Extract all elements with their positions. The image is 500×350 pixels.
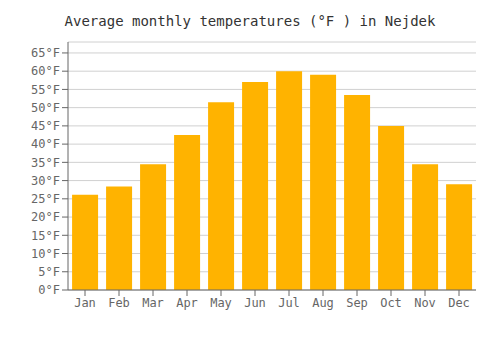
svg-text:30°F: 30°F bbox=[31, 174, 60, 188]
svg-text:Jan: Jan bbox=[74, 296, 96, 310]
svg-text:Nov: Nov bbox=[414, 296, 436, 310]
svg-text:35°F: 35°F bbox=[31, 156, 60, 170]
svg-text:May: May bbox=[210, 296, 232, 310]
svg-text:45°F: 45°F bbox=[31, 119, 60, 133]
svg-text:Feb: Feb bbox=[108, 296, 130, 310]
svg-text:25°F: 25°F bbox=[31, 192, 60, 206]
svg-text:0°F: 0°F bbox=[38, 283, 60, 297]
svg-text:15°F: 15°F bbox=[31, 229, 60, 243]
svg-text:Jun: Jun bbox=[244, 296, 266, 310]
svg-text:65°F: 65°F bbox=[31, 46, 60, 60]
svg-text:5°F: 5°F bbox=[38, 265, 60, 279]
svg-text:Oct: Oct bbox=[380, 296, 402, 310]
svg-text:60°F: 60°F bbox=[31, 64, 60, 78]
svg-text:Jul: Jul bbox=[278, 296, 300, 310]
svg-text:Apr: Apr bbox=[176, 296, 198, 310]
svg-text:Sep: Sep bbox=[346, 296, 368, 310]
svg-text:Dec: Dec bbox=[448, 296, 470, 310]
svg-text:55°F: 55°F bbox=[31, 83, 60, 97]
svg-text:10°F: 10°F bbox=[31, 247, 60, 261]
svg-text:Aug: Aug bbox=[312, 296, 334, 310]
svg-text:40°F: 40°F bbox=[31, 137, 60, 151]
svg-text:Mar: Mar bbox=[142, 296, 164, 310]
svg-text:50°F: 50°F bbox=[31, 101, 60, 115]
svg-text:20°F: 20°F bbox=[31, 210, 60, 224]
html-text:Average monthly temperatures (: Average monthly temperatures (°F ) in Ne… bbox=[64, 13, 436, 29]
